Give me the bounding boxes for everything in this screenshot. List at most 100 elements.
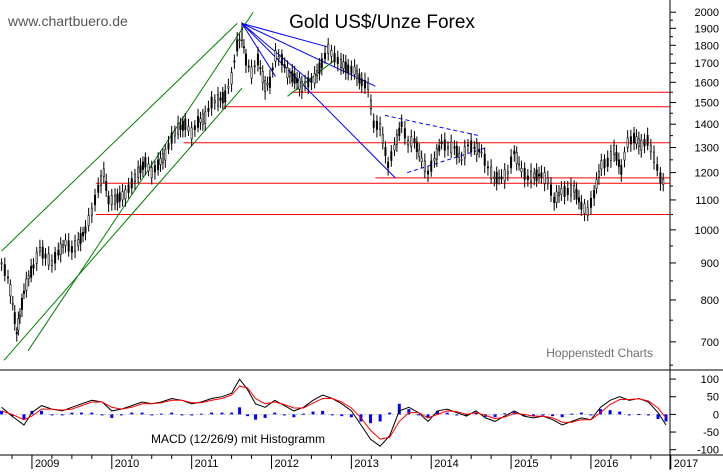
price-bar-body	[347, 64, 350, 74]
macd-histogram-bar	[321, 410, 325, 415]
macd-histogram-bar	[199, 413, 203, 415]
price-bar-body	[141, 161, 144, 170]
price-bar-body	[288, 72, 291, 77]
price-bar-body	[247, 65, 250, 68]
price-bar-body	[47, 253, 50, 266]
price-bar-body	[573, 185, 576, 193]
price-bar-body	[486, 166, 489, 169]
price-bar-body	[379, 123, 382, 130]
price-bar-body	[597, 171, 600, 178]
price-bar-body	[403, 128, 406, 139]
macd-histogram-bar	[282, 414, 286, 416]
macd-histogram-bar	[416, 414, 420, 416]
price-bar-body	[77, 239, 80, 247]
price-bar-body	[105, 181, 108, 191]
price-bar-body	[563, 186, 566, 197]
macd-histogram-bar	[273, 412, 277, 415]
price-bar-body	[87, 215, 90, 226]
price-bar-body	[157, 159, 160, 171]
macd-histogram-bar	[407, 409, 411, 415]
price-bar-body	[600, 160, 603, 170]
price-bar-body	[137, 167, 140, 178]
price-tick-label: 700	[701, 337, 719, 349]
price-bar-body	[27, 275, 30, 279]
macd-histogram-bar	[130, 412, 134, 415]
macd-histogram-bar	[664, 414, 668, 422]
macd-line	[1, 378, 667, 447]
price-bar-body	[22, 290, 25, 294]
price-tick-label: 1800	[695, 40, 719, 52]
price-bar-body	[569, 184, 572, 196]
price-bar-body	[455, 145, 458, 158]
macd-histogram-bar	[608, 410, 612, 415]
price-bar-body	[293, 73, 296, 84]
macd-histogram-bar	[637, 414, 641, 416]
price-bar-body	[173, 130, 176, 137]
price-bar-body	[259, 67, 262, 70]
price-bar-body	[435, 148, 438, 160]
price-tick-label: 1500	[695, 98, 719, 110]
price-bar-body	[546, 177, 549, 184]
price-bar-body	[633, 132, 636, 144]
year-tick-label: 2010	[115, 458, 139, 470]
price-bar-body	[240, 29, 243, 41]
price-bar-body	[535, 169, 538, 181]
price-bar-body	[503, 169, 506, 182]
macd-histogram-bar	[503, 413, 507, 415]
price-bar-body	[453, 146, 456, 149]
price-bar-body	[217, 94, 220, 107]
price-bar-body	[358, 73, 361, 84]
macd-histogram-bar	[230, 412, 234, 415]
macd-histogram-bar	[60, 414, 64, 416]
macd-histogram-bar	[522, 414, 526, 417]
macd-histogram-bar	[493, 414, 497, 418]
macd-histogram-bar	[531, 414, 535, 417]
trendline	[3, 87, 243, 361]
macd-histogram-bar	[159, 413, 163, 415]
macd-signal-line	[1, 385, 667, 440]
macd-histogram-bar	[50, 414, 54, 416]
price-bar-body	[493, 176, 496, 180]
year-tick-label: 2014	[434, 458, 458, 470]
price-bar-body	[147, 163, 150, 172]
price-bar-body	[236, 39, 239, 52]
price-bar-body	[555, 191, 558, 203]
price-tick-label: 2000	[695, 7, 719, 19]
price-bar-body	[102, 168, 105, 177]
price-bar-body	[586, 207, 589, 216]
price-bar-body	[344, 61, 347, 73]
macd-histogram-bar	[70, 412, 74, 415]
trendline	[241, 22, 329, 48]
price-bar-body	[543, 172, 546, 184]
macd-tick-label: -100	[697, 445, 719, 457]
price-bar-body	[298, 77, 301, 90]
price-bar-body	[635, 136, 638, 145]
price-bar-body	[179, 124, 182, 130]
price-bar-body	[244, 53, 247, 66]
price-bar-body	[190, 127, 193, 140]
price-bar-body	[427, 170, 430, 175]
price-bar-body	[18, 314, 21, 318]
price-tick-label: 1900	[695, 23, 719, 35]
macd-histogram-bar	[541, 414, 545, 416]
price-bar-body	[201, 113, 204, 125]
price-bar-body	[589, 197, 592, 208]
price-bar-body	[423, 160, 426, 172]
price-bar-body	[629, 136, 632, 145]
macd-histogram-bar	[570, 413, 574, 415]
macd-histogram-bar	[170, 412, 174, 415]
macd-histogram-bar	[110, 414, 114, 418]
price-bar-body	[342, 61, 345, 69]
macd-histogram-bar	[311, 411, 315, 415]
macd-histogram-bar	[618, 411, 622, 415]
price-bar-body	[64, 239, 67, 246]
price-bar-body	[557, 192, 560, 197]
price-bar-body	[475, 143, 478, 156]
price-bar-body	[199, 118, 202, 123]
price-bar-body	[167, 143, 170, 150]
price-bar-body	[62, 244, 65, 248]
year-tick-label: 2016	[594, 458, 618, 470]
price-bar-body	[560, 188, 563, 195]
price-bar-body	[646, 135, 649, 146]
